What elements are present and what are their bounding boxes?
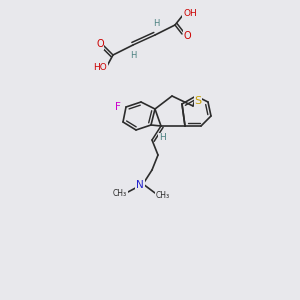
Text: O: O [183,31,191,41]
Text: HO: HO [93,62,107,71]
Text: CH₃: CH₃ [156,190,170,200]
Text: OH: OH [183,10,197,19]
Text: O: O [96,39,104,49]
Text: F: F [115,102,121,112]
Text: N: N [136,180,144,190]
Text: S: S [194,96,202,106]
Text: H: H [159,134,165,142]
Text: H: H [130,52,136,61]
Text: CH₃: CH₃ [113,190,127,199]
Text: H: H [153,20,159,28]
